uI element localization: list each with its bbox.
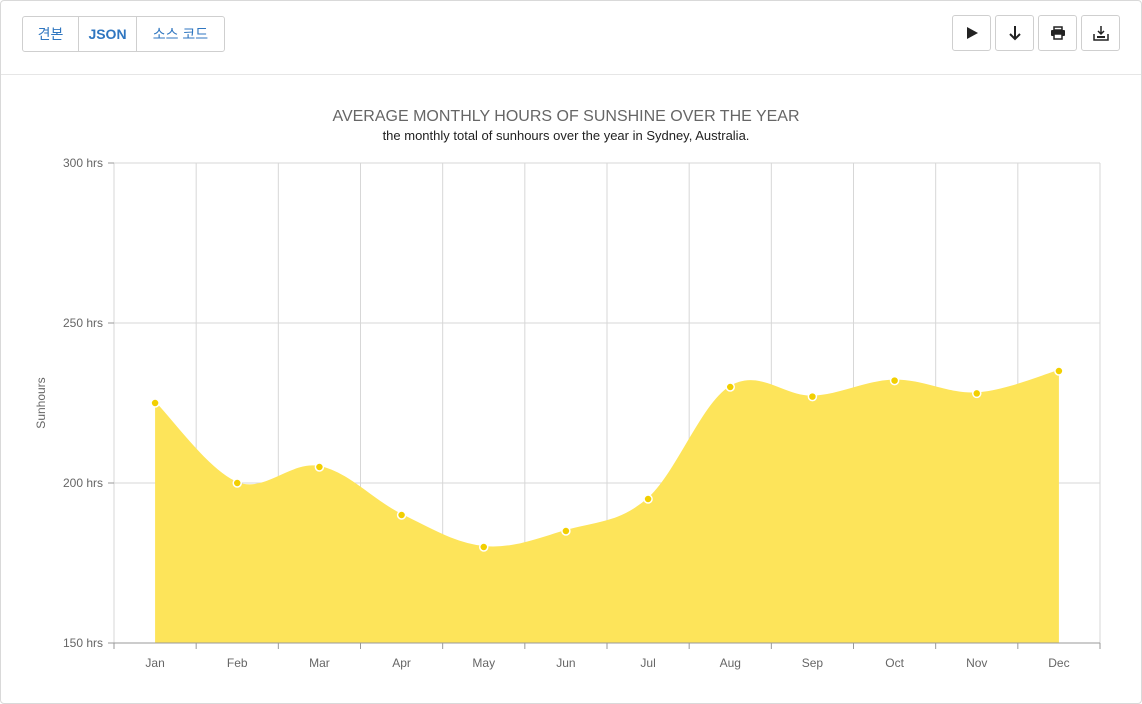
- data-point-apr[interactable]: [396, 510, 407, 520]
- x-tick-label: Jul: [640, 656, 655, 670]
- tab-source-code[interactable]: 소스 코드: [136, 16, 225, 52]
- data-point-aug[interactable]: [725, 382, 735, 392]
- data-markers: [150, 366, 1064, 552]
- sunshine-area-chart: AVERAGE MONTHLY HOURS OF SUNSHINE OVER T…: [34, 108, 1101, 670]
- data-point-nov[interactable]: [972, 388, 982, 399]
- x-tick-label: Dec: [1048, 656, 1069, 670]
- data-point-mar[interactable]: [314, 462, 325, 472]
- data-point-feb[interactable]: [232, 478, 242, 488]
- data-point-jun[interactable]: [561, 526, 571, 536]
- x-tick-label: Jun: [556, 656, 575, 670]
- y-tick-label: 250 hrs: [63, 316, 103, 330]
- x-tick-label: Mar: [309, 656, 330, 670]
- x-axis: Jan Feb Mar Apr May Jun Jul Aug Sep Oct Nov Dec: [113, 642, 1101, 670]
- export-button[interactable]: [1081, 15, 1120, 51]
- y-axis: 150 hrs 200 hrs 250 hrs 300 hrs: [63, 156, 114, 650]
- x-tick-label: Oct: [885, 656, 904, 670]
- download-arrow-icon: [1008, 26, 1021, 41]
- print-button[interactable]: [1038, 15, 1077, 51]
- data-point-oct[interactable]: [889, 375, 900, 386]
- action-buttons: [952, 15, 1120, 51]
- x-tick-label: Feb: [227, 656, 248, 670]
- play-icon: [966, 27, 978, 39]
- x-tick-label: May: [472, 656, 495, 670]
- data-point-dec[interactable]: [1054, 366, 1064, 376]
- x-tick-label: Nov: [966, 656, 987, 670]
- y-tick-label: 150 hrs: [63, 636, 103, 650]
- view-tabs: 견본 JSON 소스 코드: [22, 16, 225, 52]
- y-axis-title: Sunhours: [34, 377, 48, 428]
- toolbar: 견본 JSON 소스 코드: [1, 1, 1141, 75]
- play-button[interactable]: [952, 15, 991, 51]
- y-tick-label: 200 hrs: [63, 476, 103, 490]
- y-tick-label: 300 hrs: [63, 156, 103, 170]
- x-tick-label: Apr: [392, 656, 411, 670]
- tab-json[interactable]: JSON: [78, 16, 137, 52]
- data-point-jul[interactable]: [643, 494, 653, 504]
- sunhours-area: [155, 371, 1059, 643]
- x-tick-label: Sep: [802, 656, 824, 670]
- tab-view[interactable]: 견본: [22, 16, 79, 52]
- x-tick-label: Jan: [145, 656, 164, 670]
- data-point-jan[interactable]: [150, 398, 160, 408]
- chart-title: AVERAGE MONTHLY HOURS OF SUNSHINE OVER T…: [332, 108, 799, 125]
- x-tick-label: Aug: [720, 656, 741, 670]
- print-icon: [1050, 26, 1065, 40]
- export-icon: [1092, 26, 1109, 41]
- download-button[interactable]: [995, 15, 1034, 51]
- chart-subtitle: the monthly total of sunhours over the y…: [383, 128, 750, 143]
- data-point-may[interactable]: [479, 542, 489, 552]
- data-point-sep[interactable]: [807, 391, 818, 402]
